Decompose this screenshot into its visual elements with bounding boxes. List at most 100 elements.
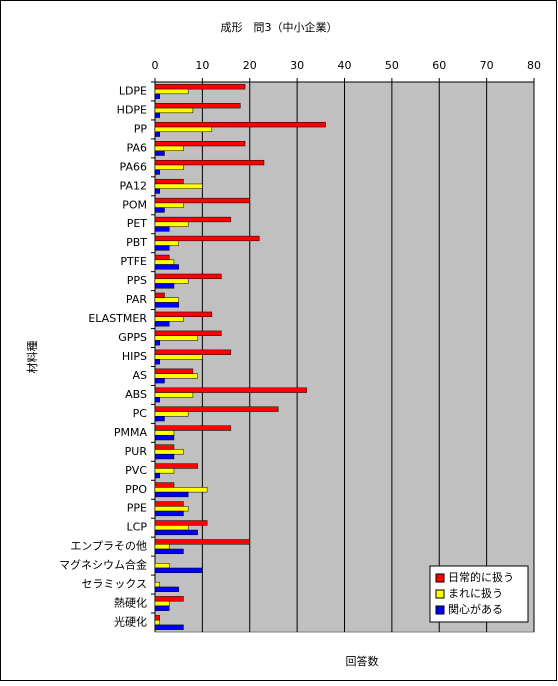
y-tick-label: エンプラその他 xyxy=(70,540,147,553)
legend-label: 日常的に扱う xyxy=(448,570,514,584)
x-tick-label: 80 xyxy=(527,59,541,72)
y-tick-label: PVC xyxy=(125,464,147,477)
bar xyxy=(154,141,246,147)
bar xyxy=(154,278,189,284)
y-axis-label: 材料種 xyxy=(25,341,39,374)
bar xyxy=(154,425,232,431)
y-tick-label: PA12 xyxy=(120,179,147,192)
bar xyxy=(154,169,160,175)
y-tick-label: GPPS xyxy=(118,331,147,344)
bar xyxy=(154,316,184,322)
bar xyxy=(154,472,160,479)
x-tick-label: 30 xyxy=(290,59,304,72)
bar xyxy=(154,600,170,607)
bar xyxy=(154,605,170,611)
bar xyxy=(154,567,203,573)
bar xyxy=(154,202,184,208)
bar xyxy=(154,207,165,213)
y-tick-label: PPE xyxy=(127,502,147,515)
x-tick-label: 70 xyxy=(480,59,494,72)
chart-title: 成形 問3（中小企業） xyxy=(221,20,338,34)
bar xyxy=(154,586,179,592)
y-tick-label: PTFE xyxy=(120,255,147,268)
bar xyxy=(154,596,184,602)
legend-box xyxy=(429,565,529,623)
legend-swatch xyxy=(435,573,445,583)
bar xyxy=(154,463,198,469)
y-tick-label: PET xyxy=(127,217,148,230)
bar xyxy=(154,491,189,498)
bar xyxy=(154,406,279,412)
y-tick-label: LCP xyxy=(127,521,148,534)
bar xyxy=(154,349,232,355)
bar xyxy=(154,619,160,626)
y-tick-label: HDPE xyxy=(117,103,147,116)
x-tick-label: 50 xyxy=(385,59,399,72)
bar xyxy=(154,340,160,346)
bar xyxy=(154,311,213,317)
y-tick-label: POM xyxy=(122,198,147,211)
y-tick-label: PA6 xyxy=(127,141,147,154)
bar xyxy=(154,506,189,512)
bar xyxy=(154,487,208,493)
y-tick-label: AS xyxy=(132,369,147,382)
y-tick-label: PC xyxy=(133,407,148,420)
bar xyxy=(154,93,160,99)
bar xyxy=(154,145,184,152)
y-tick-label: PUR xyxy=(125,445,148,458)
x-tick-label: 60 xyxy=(432,59,446,72)
bar xyxy=(154,240,179,246)
y-tick-label: PP xyxy=(134,122,148,135)
legend-swatch xyxy=(435,589,445,599)
bar xyxy=(154,411,189,417)
bar xyxy=(154,216,232,223)
bar xyxy=(154,430,175,436)
bar xyxy=(154,321,170,327)
bar xyxy=(154,453,175,460)
bar xyxy=(154,529,198,536)
bar xyxy=(154,544,170,550)
y-tick-label: 熱硬化 xyxy=(114,596,147,610)
bar xyxy=(154,126,213,133)
legend-label: 関心がある xyxy=(448,602,503,616)
x-tick-label: 20 xyxy=(243,59,257,72)
bar xyxy=(154,615,160,621)
bar xyxy=(154,188,160,194)
bar xyxy=(154,235,260,242)
x-axis-label: 回答数 xyxy=(346,654,379,668)
bar xyxy=(154,159,265,166)
y-tick-label: LDPE xyxy=(119,84,147,97)
bar xyxy=(154,302,179,308)
bar xyxy=(154,131,160,137)
bar xyxy=(154,150,165,156)
bar xyxy=(154,273,222,280)
y-tick-label: マグネシウム合金 xyxy=(59,558,147,572)
bar xyxy=(154,112,160,118)
y-tick-label: ELASTMER xyxy=(88,312,147,325)
bar xyxy=(154,373,198,379)
bar xyxy=(154,164,184,170)
y-tick-label: ABS xyxy=(125,388,147,401)
bar xyxy=(154,84,246,90)
y-tick-label: HIPS xyxy=(122,350,147,363)
bar xyxy=(154,245,170,251)
bar xyxy=(154,368,194,374)
bar xyxy=(154,563,170,569)
bar xyxy=(154,221,189,227)
bar xyxy=(154,197,250,204)
bar xyxy=(154,397,160,403)
bar xyxy=(154,183,203,189)
bar xyxy=(154,88,189,95)
y-tick-label: 光硬化 xyxy=(114,615,147,629)
bar xyxy=(154,354,203,360)
bar xyxy=(154,392,194,398)
bar xyxy=(154,520,208,526)
x-tick-label: 40 xyxy=(338,59,352,72)
bar xyxy=(154,292,165,298)
bar xyxy=(154,335,198,341)
bar xyxy=(154,548,184,555)
bar xyxy=(154,178,184,185)
y-tick-label: PPS xyxy=(127,274,147,287)
bar xyxy=(154,378,165,384)
